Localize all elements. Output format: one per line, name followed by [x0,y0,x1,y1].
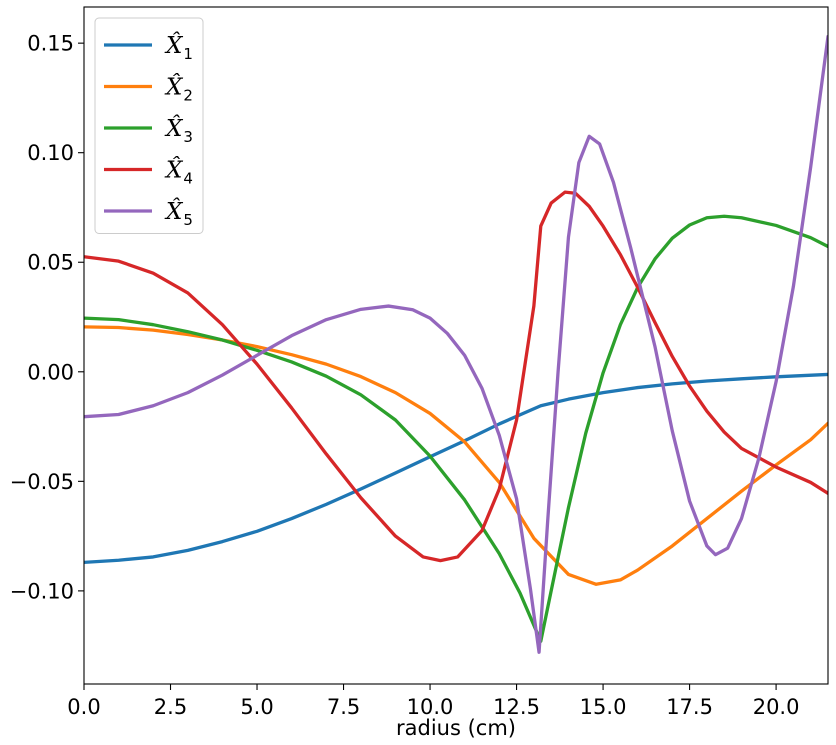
legend-subscript: 3 [183,128,193,146]
legend: X̂1X̂2X̂3X̂4X̂5 [94,17,204,234]
legend-label-x5: X̂5 [164,199,193,229]
series-line-x3 [84,214,828,643]
x-tick-label: 2.5 [154,695,187,719]
y-tick-label: 0.05 [27,251,74,275]
legend-symbol: X̂ [164,157,184,183]
legend-label-x3: X̂3 [164,116,193,146]
x-axis-label: radius (cm) [396,716,516,740]
legend-symbol: X̂ [164,33,184,59]
legend-symbol: X̂ [164,74,184,100]
x-tick-label: 17.5 [666,695,713,719]
legend-symbol: X̂ [164,116,184,142]
y-tick-label: 0.15 [27,32,74,56]
y-tick-label: −0.10 [10,579,74,603]
legend-label-x2: X̂2 [164,74,193,104]
legend-subscript: 2 [183,87,193,105]
plot-area [84,34,828,654]
series-line-x1 [84,372,828,565]
x-tick-label: 0.0 [67,695,100,719]
x-axis: 0.0 2.5 5.0 7.5 10.0 12.5 15.0 17.5 20.0 [67,684,799,719]
x-tick-label: 7.5 [327,695,360,719]
legend-subscript: 5 [183,211,193,229]
legend-symbol: X̂ [164,199,184,225]
axes-frame [83,6,829,685]
x-tick-label: 5.0 [240,695,273,719]
legend-subscript: 1 [183,45,193,63]
y-tick-label: 0.10 [27,141,74,165]
x-tick-label: 12.5 [493,695,540,719]
x-tick-label: 15.0 [580,695,627,719]
x-tick-label: 20.0 [753,695,800,719]
legend-label-x1: X̂1 [164,33,193,63]
series-line-x5 [84,34,828,654]
legend-box [94,17,204,234]
series-line-x2 [84,325,828,586]
legend-subscript: 4 [183,170,193,188]
y-tick-label: 0.00 [27,360,74,384]
y-axis: −0.10 −0.05 0.00 0.05 0.10 0.15 [10,32,84,603]
x-tick-label: 10.0 [407,695,454,719]
y-tick-label: −0.05 [10,470,74,494]
series-line-x4 [84,190,828,563]
legend-label-x4: X̂4 [164,157,193,187]
